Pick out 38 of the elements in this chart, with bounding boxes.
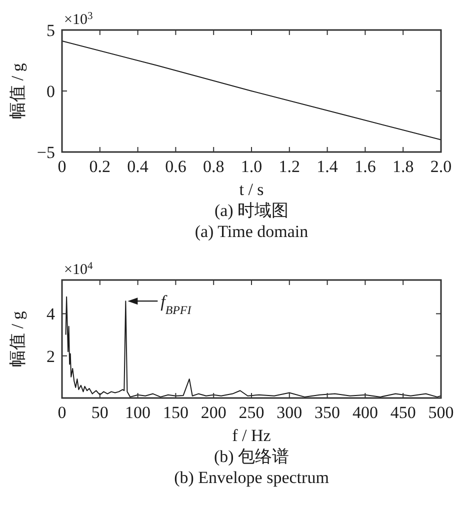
- y-axis-title: 幅值 / g: [8, 310, 27, 367]
- x-tick-label: 400: [352, 403, 378, 422]
- x-tick-label: 100: [125, 403, 151, 422]
- x-tick-label: 1.4: [316, 157, 338, 176]
- x-tick-label: 300: [276, 403, 302, 422]
- y-tick-label: 2: [46, 346, 55, 366]
- x-tick-label: 450: [390, 403, 416, 422]
- line-series: [62, 40, 441, 140]
- text: ×10$^{4}$: [64, 260, 94, 278]
- x-tick-label: 200: [200, 403, 226, 422]
- y-axis-title: 幅值 / g: [8, 62, 27, 119]
- text: (a) 时域图: [214, 201, 289, 220]
- x-tick-label: 250: [238, 403, 264, 422]
- x-axis-title: f / Hz: [232, 426, 272, 445]
- x-tick-label: 0.2: [89, 157, 111, 176]
- x-tick-label: 0.6: [165, 157, 186, 176]
- x-tick-label: 1.0: [240, 157, 262, 176]
- x-tick-label: 150: [162, 403, 188, 422]
- y-tick-label: 4: [46, 304, 56, 324]
- text: (b) 包络谱: [214, 447, 290, 466]
- x-tick-label: 50: [91, 403, 108, 422]
- y-tick-label: 0: [46, 82, 55, 101]
- annotation: f$_{BPFI}$: [160, 292, 192, 318]
- line-series: [65, 296, 441, 398]
- x-tick-label: 1.8: [392, 157, 414, 176]
- x-axis-title: t / s: [239, 180, 264, 199]
- x-tick-label: 2.0: [430, 157, 452, 176]
- text: (a) Time domain: [194, 222, 309, 241]
- x-tick-label: 350: [314, 403, 340, 422]
- x-tick-label: 500: [428, 403, 454, 422]
- text: ×10$^{3}$: [64, 10, 93, 28]
- x-tick-label: 0.4: [127, 157, 149, 176]
- x-tick-label: 1.2: [278, 157, 300, 176]
- y-tick-label: −5: [36, 143, 55, 162]
- x-tick-label: 0.8: [202, 157, 224, 176]
- x-tick-label: 1.6: [354, 157, 376, 176]
- y-tick-label: 5: [46, 21, 55, 40]
- text: (b) Envelope spectrum: [174, 468, 329, 487]
